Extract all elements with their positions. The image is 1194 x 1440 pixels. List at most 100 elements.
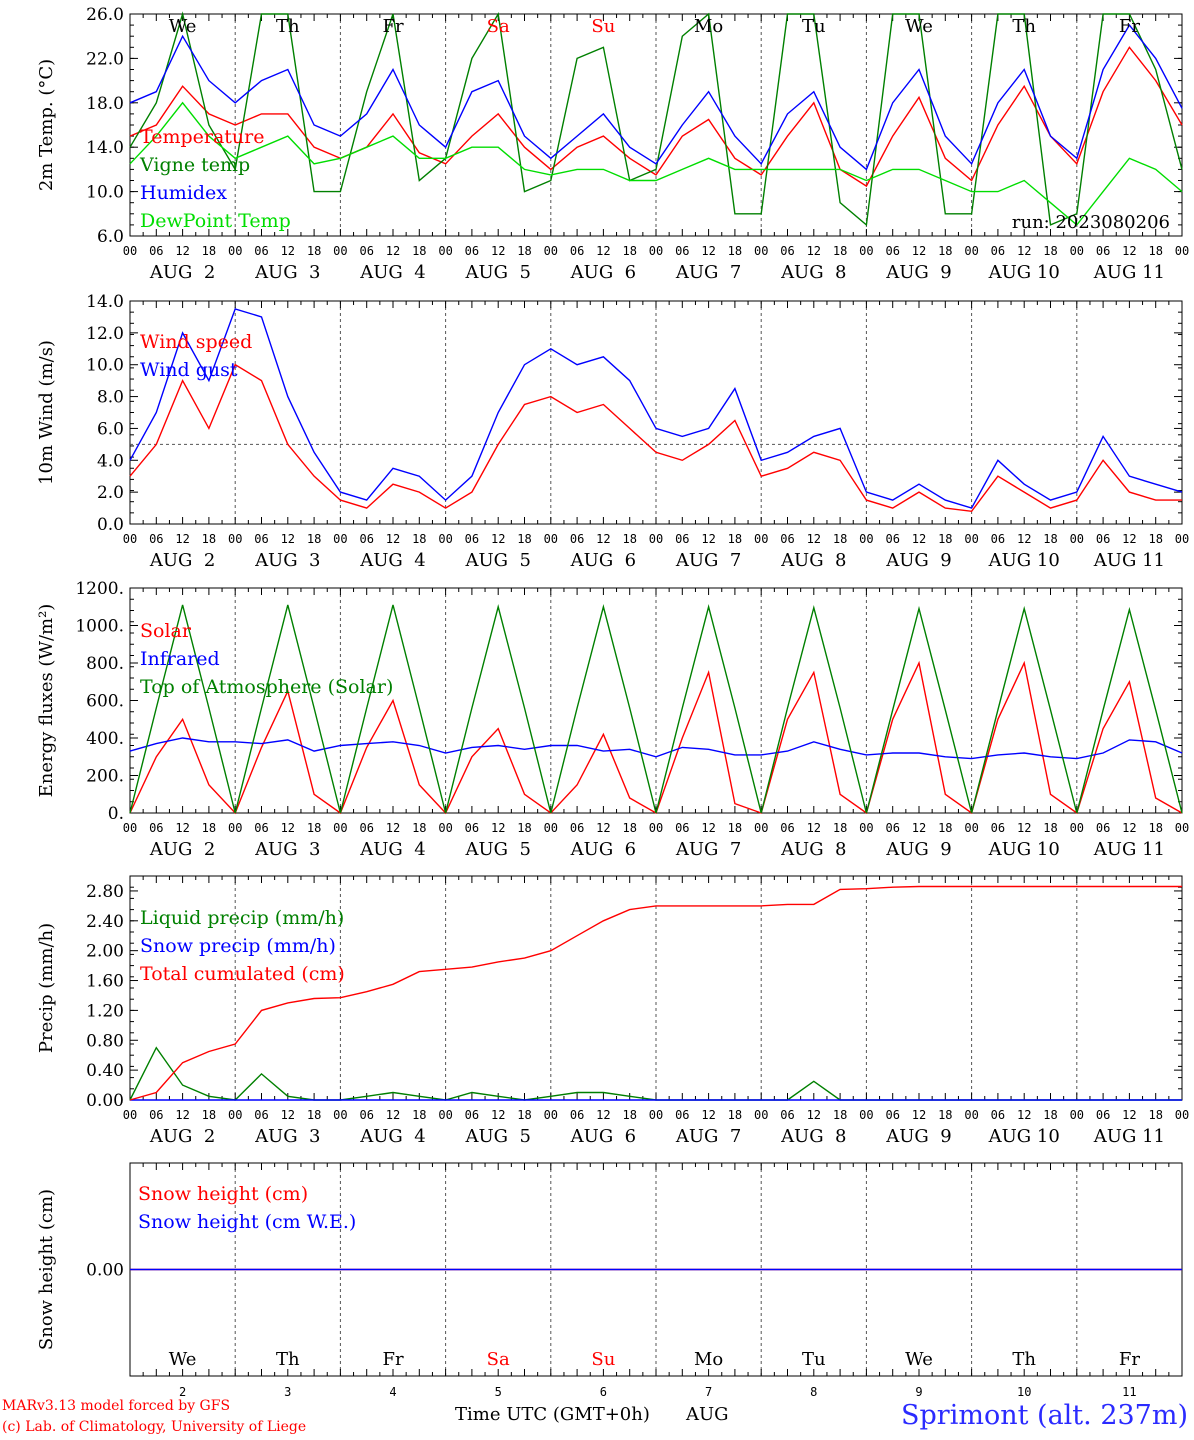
hour-tick-label: 06 [570, 821, 584, 835]
y-axis-label: Snow height (cm) [36, 1189, 57, 1350]
day-number-label: 10 [1017, 1385, 1031, 1399]
hour-tick-label: 06 [675, 244, 689, 258]
hour-tick-label: 06 [991, 821, 1005, 835]
day-number-label: 11 [1122, 1385, 1136, 1399]
hour-tick-label: 18 [412, 821, 426, 835]
hour-tick-label: 12 [1122, 532, 1136, 546]
hour-tick-label: 00 [649, 821, 663, 835]
hour-tick-label: 18 [1043, 821, 1057, 835]
legend-entry: Snow precip (mm/h) [140, 935, 336, 957]
hour-tick-label: 00 [964, 244, 978, 258]
day-tick-label: AUG 9 [885, 839, 951, 860]
hour-tick-label: 06 [885, 244, 899, 258]
hour-tick-label: 06 [570, 244, 584, 258]
hour-tick-label: 18 [202, 1108, 216, 1122]
panel-precip: 2.80 2.40 2.00 1.60 1.20 0.80 0.40 0.00 Precip (… [36, 875, 1189, 1147]
hour-tick-label: 18 [517, 1108, 531, 1122]
weekday-label: Mo [694, 1349, 723, 1370]
hour-tick-label: 18 [412, 532, 426, 546]
hour-tick-label: 00 [649, 532, 663, 546]
hour-tick-label: 00 [964, 1108, 978, 1122]
legend-entry: Infrared [140, 648, 220, 670]
hour-tick-label: 06 [991, 1108, 1005, 1122]
y-tick-label: 14.0 [86, 138, 124, 158]
panel-wind: 14.0 12.0 10.0 8.0 6.0 4.0 2.0 0.0 10m Wind (m/s… [36, 292, 1189, 571]
weekday-label: Fr [382, 16, 403, 37]
day-tick-label: AUG 8 [780, 839, 846, 860]
day-tick-label: AUG 6 [570, 262, 636, 283]
y-tick-label: 22.0 [86, 49, 124, 69]
hour-tick-label: 00 [438, 532, 452, 546]
hour-tick-label: 12 [1017, 532, 1031, 546]
hour-tick-label: 12 [1122, 1108, 1136, 1122]
hour-tick-label: 12 [701, 244, 715, 258]
day-tick-label: AUG 5 [464, 839, 530, 860]
hour-tick-label: 00 [754, 244, 768, 258]
day-number-label: 4 [389, 1385, 396, 1399]
day-number-label: 8 [810, 1385, 817, 1399]
panel-frame [129, 300, 1183, 525]
day-tick-label: AUG 11 [1093, 1126, 1165, 1147]
hour-tick-label: 06 [359, 244, 373, 258]
day-tick-label: AUG 6 [570, 550, 636, 571]
day-tick-label: AUG 2 [149, 262, 215, 283]
day-number-label: 2 [179, 1385, 186, 1399]
hour-tick-label: 12 [1017, 244, 1031, 258]
lab-credit: (c) Lab. of Climatology, University of L… [2, 1419, 307, 1435]
hour-tick-label: 18 [517, 532, 531, 546]
hour-tick-label: 18 [517, 821, 531, 835]
day-tick-label: AUG 2 [149, 1126, 215, 1147]
y-tick-label: 2.80 [86, 882, 124, 902]
day-tick-label: AUG 3 [254, 262, 320, 283]
hour-tick-label: 12 [175, 244, 189, 258]
y-axis-label: Energy fluxes (W/m²) [36, 604, 57, 798]
series-line-vigne-temp [129, 11, 1183, 227]
model-credit: MARv3.13 model forced by GFS [2, 1398, 231, 1414]
hour-tick-label: 18 [307, 244, 321, 258]
hour-tick-label: 06 [675, 532, 689, 546]
day-tick-label: AUG 3 [254, 839, 320, 860]
day-number-label: 9 [915, 1385, 922, 1399]
day-tick-label: AUG 11 [1093, 550, 1165, 571]
hour-tick-label: 00 [754, 821, 768, 835]
day-tick-label: AUG 7 [675, 550, 741, 571]
hour-tick-label: 06 [780, 821, 794, 835]
hour-tick-label: 12 [807, 821, 821, 835]
hour-tick-label: 12 [701, 532, 715, 546]
y-tick-label: 0.00 [86, 1091, 124, 1111]
y-tick-label: 0. [108, 804, 124, 824]
y-tick-label: 18.0 [86, 94, 124, 114]
legend-entry: Snow height (cm) [138, 1183, 308, 1205]
hour-tick-label: 12 [912, 532, 926, 546]
hour-tick-label: 12 [281, 1108, 295, 1122]
hour-tick-label: 12 [1122, 821, 1136, 835]
hour-tick-label: 06 [254, 1108, 268, 1122]
hour-tick-label: 12 [807, 532, 821, 546]
hour-tick-label: 18 [938, 821, 952, 835]
hour-tick-label: 00 [1175, 244, 1189, 258]
day-tick-label: AUG 11 [1093, 262, 1165, 283]
hour-tick-label: 18 [728, 1108, 742, 1122]
y-axis-label: Precip (mm/h) [36, 923, 57, 1053]
day-tick-label: AUG 2 [149, 550, 215, 571]
series-line-total-cumulated-cm- [129, 885, 1182, 1101]
hour-tick-label: 18 [833, 1108, 847, 1122]
hour-tick-label: 18 [728, 244, 742, 258]
legend-entry: Wind speed [140, 331, 252, 353]
hour-tick-label: 12 [912, 821, 926, 835]
legend-entry: Liquid precip (mm/h) [140, 907, 344, 929]
day-tick-label: AUG 6 [570, 1126, 636, 1147]
hour-tick-label: 12 [281, 244, 295, 258]
hour-tick-label: 12 [386, 532, 400, 546]
y-tick-label: 6.0 [97, 227, 124, 247]
hour-tick-label: 18 [412, 244, 426, 258]
hour-tick-label: 06 [149, 821, 163, 835]
weekday-label: Fr [382, 1349, 403, 1370]
y-tick-label: 2.00 [86, 942, 124, 962]
weekday-label: Th [276, 16, 300, 37]
series-line-wind-gust [129, 308, 1183, 509]
day-number-label: 5 [495, 1385, 502, 1399]
hour-tick-label: 18 [833, 821, 847, 835]
hour-tick-label: 12 [1122, 244, 1136, 258]
